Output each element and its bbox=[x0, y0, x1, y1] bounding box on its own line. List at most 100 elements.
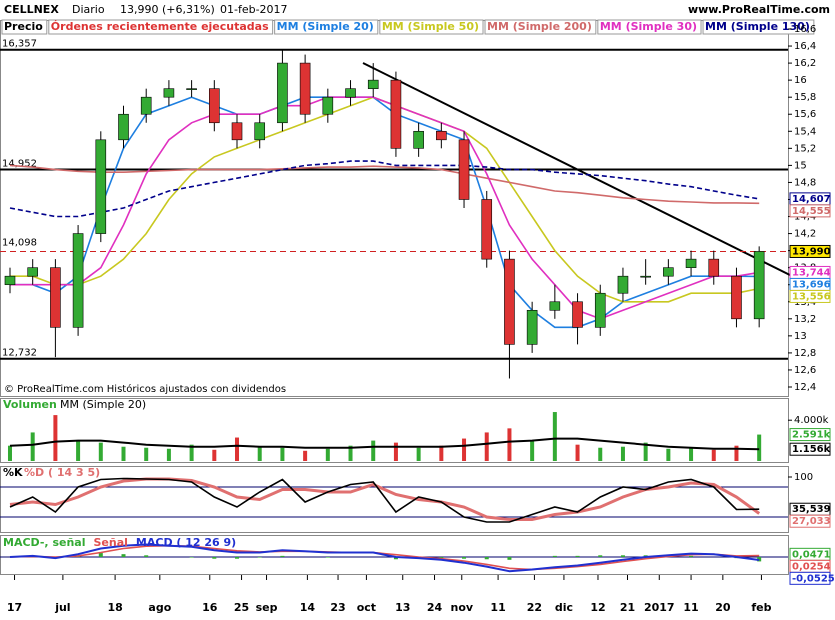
legend: Precio Órdenes recientemente ejecutadas MM… bbox=[1, 19, 815, 35]
candle-body bbox=[481, 199, 493, 260]
value-tag-label: 13,990 bbox=[792, 246, 831, 257]
x-tick-label: 22 bbox=[527, 601, 542, 614]
level-label: 12,732 bbox=[2, 348, 37, 359]
candle-body bbox=[4, 275, 16, 286]
line-series bbox=[9, 437, 760, 451]
candle-body bbox=[549, 301, 561, 311]
panel-legend: MACD-, señal bbox=[3, 536, 85, 549]
candle-body bbox=[254, 122, 266, 141]
y-tick-label: 12,8 bbox=[794, 348, 816, 359]
volume-panel bbox=[0, 398, 789, 463]
volume-bar bbox=[462, 438, 467, 461]
value-tag-label: 13,744 bbox=[792, 267, 831, 278]
last-price: 13,990 (+6,31%) bbox=[120, 3, 215, 16]
value-tag bbox=[789, 428, 831, 442]
value-tag-label: 27,033 bbox=[792, 516, 831, 527]
value-tag-label: -0,0525 bbox=[792, 573, 835, 584]
candle-body bbox=[209, 88, 220, 124]
volume-bar bbox=[235, 437, 240, 461]
period: Diario bbox=[72, 3, 105, 16]
y-tick-label: 4.000k bbox=[794, 415, 829, 426]
volume-bar bbox=[439, 445, 444, 461]
histogram-bar bbox=[257, 557, 262, 558]
volume-bar bbox=[484, 432, 489, 461]
histogram-bar bbox=[689, 555, 694, 557]
volume-bar bbox=[325, 448, 330, 461]
histogram-bar bbox=[598, 555, 603, 557]
y-tick-label: 13 bbox=[794, 331, 807, 342]
x-tick-label: 14 bbox=[300, 601, 316, 614]
legend-box bbox=[702, 19, 815, 35]
y-tick-label: 16,4 bbox=[794, 41, 816, 52]
value-tag bbox=[789, 514, 831, 528]
volume-bar bbox=[689, 447, 694, 461]
legend-entry: MM (Simple 50) bbox=[382, 20, 479, 33]
volume-bar bbox=[121, 446, 126, 461]
volume-bar bbox=[280, 447, 285, 461]
histogram-bar bbox=[439, 557, 444, 559]
candle-body bbox=[27, 267, 38, 277]
line-series bbox=[9, 164, 760, 205]
volume-bar bbox=[7, 445, 12, 461]
histogram-bar bbox=[325, 557, 330, 558]
candle-body bbox=[367, 79, 379, 89]
value-tag bbox=[789, 289, 831, 303]
y-tick-label: 14,2 bbox=[794, 229, 816, 240]
histogram-bar bbox=[507, 557, 512, 560]
line-series bbox=[9, 160, 760, 218]
y-tick-label: 15,8 bbox=[794, 92, 816, 103]
candle-body bbox=[436, 130, 447, 141]
candle-body bbox=[140, 96, 152, 115]
candle-body bbox=[50, 267, 61, 328]
histogram-bar bbox=[235, 557, 240, 559]
candle-body bbox=[322, 96, 334, 115]
value-tag-label: 0,0254 bbox=[792, 561, 831, 572]
candle-body bbox=[72, 233, 84, 328]
candle-body bbox=[685, 258, 697, 268]
volume-bar bbox=[303, 450, 308, 461]
volume-bar bbox=[212, 449, 217, 461]
legend-entry: MM (Simple 30) bbox=[600, 20, 697, 33]
histogram-bar bbox=[575, 555, 580, 557]
volume-bar bbox=[76, 440, 81, 461]
candle-body bbox=[594, 292, 606, 328]
legend-box bbox=[597, 19, 702, 35]
x-tick-label: dic bbox=[555, 601, 573, 614]
x-tick-label: feb bbox=[751, 601, 771, 614]
y-tick-label: 16,2 bbox=[794, 58, 816, 69]
line-series bbox=[10, 96, 760, 320]
x-tick-label: ago bbox=[148, 601, 171, 614]
legend-box bbox=[274, 19, 379, 35]
x-tick-label: 23 bbox=[330, 601, 345, 614]
value-tag-label: 0,0471 bbox=[792, 549, 831, 560]
y-tick-label: 100 bbox=[794, 472, 813, 483]
candle-body bbox=[458, 139, 470, 200]
volume-bar bbox=[507, 428, 512, 461]
x-tick-label: sep bbox=[256, 601, 278, 614]
histogram-bar bbox=[552, 555, 557, 557]
panel-legend: %K bbox=[3, 466, 23, 479]
volume-bar bbox=[734, 445, 739, 461]
footer: © ProRealTime.com Históricos ajustados c… bbox=[4, 383, 286, 395]
line-series bbox=[9, 544, 760, 571]
x-tick-label: 16 bbox=[202, 601, 218, 614]
line-series bbox=[9, 543, 760, 573]
candle-body bbox=[186, 88, 197, 90]
volume-bar bbox=[53, 415, 58, 461]
value-tag-label: 14,607 bbox=[792, 194, 831, 205]
histogram-bar bbox=[144, 555, 149, 557]
y-tick-label: 15,4 bbox=[794, 126, 816, 137]
histogram-bar bbox=[484, 557, 489, 560]
candle-body bbox=[118, 113, 129, 141]
value-tag bbox=[789, 442, 831, 456]
volume-bar bbox=[348, 445, 353, 461]
volume-bar bbox=[575, 444, 580, 461]
y-tick-label: 12,4 bbox=[794, 382, 816, 393]
value-tag-label: 1.156k bbox=[792, 444, 831, 455]
candle-body bbox=[95, 139, 107, 234]
volume-bar bbox=[598, 447, 603, 461]
volume-bar bbox=[620, 446, 625, 461]
volume-bar bbox=[530, 440, 535, 461]
candle-body bbox=[231, 122, 243, 141]
x-tick-label: jul bbox=[54, 601, 70, 614]
